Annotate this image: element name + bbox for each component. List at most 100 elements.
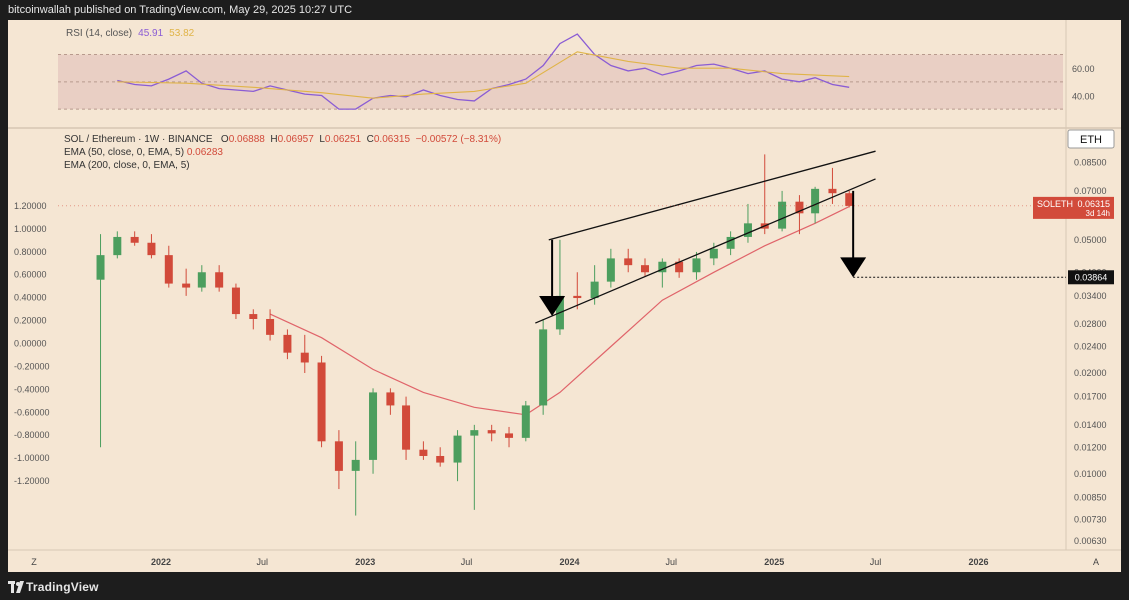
candle[interactable] xyxy=(692,251,701,280)
candle[interactable] xyxy=(640,258,649,276)
tradingview-brand[interactable]: TradingView xyxy=(26,580,99,594)
candle-body xyxy=(300,352,309,363)
target-price-badge[interactable] xyxy=(1068,270,1114,285)
candle[interactable] xyxy=(743,203,752,243)
rsi-ma-line xyxy=(117,51,850,99)
candle[interactable] xyxy=(334,430,343,490)
candle[interactable] xyxy=(487,424,496,442)
axis-right-corner-label[interactable]: A xyxy=(1093,557,1099,567)
last-price-badge[interactable] xyxy=(1033,196,1114,219)
price-axis-tick: 0.01700 xyxy=(1074,392,1107,402)
target-price-value: 0.03864 xyxy=(1075,272,1108,282)
percent-axis-tick: 0.40000 xyxy=(14,293,47,303)
candle[interactable] xyxy=(470,424,479,510)
bar-countdown: 3d 14h xyxy=(1086,209,1110,218)
candle[interactable] xyxy=(795,195,804,235)
candle-body xyxy=(640,265,649,273)
candle-body xyxy=(402,405,411,450)
candle-body xyxy=(369,392,378,460)
candle-body xyxy=(317,362,326,442)
candle[interactable] xyxy=(283,329,292,360)
candle[interactable] xyxy=(521,400,530,442)
candle[interactable] xyxy=(164,245,173,288)
candle[interactable] xyxy=(300,334,309,374)
ema200-legend[interactable]: EMA (200, close, 0, EMA, 5) xyxy=(64,160,190,171)
candle[interactable] xyxy=(658,258,667,288)
candle[interactable] xyxy=(828,167,837,204)
candle-body xyxy=(811,188,820,214)
candle[interactable] xyxy=(351,441,360,516)
candle[interactable] xyxy=(317,355,326,448)
candle-body xyxy=(231,287,240,315)
time-axis-tick: Jul xyxy=(461,557,473,567)
candle[interactable] xyxy=(386,388,395,415)
ema50-line xyxy=(269,206,850,416)
candle[interactable] xyxy=(624,248,633,273)
candle[interactable] xyxy=(182,268,191,296)
candle[interactable] xyxy=(539,318,548,415)
candle-body xyxy=(606,258,615,282)
candle[interactable] xyxy=(147,234,156,259)
candle[interactable] xyxy=(505,426,514,448)
candle[interactable] xyxy=(130,231,139,246)
candle[interactable] xyxy=(402,396,411,460)
candle[interactable] xyxy=(436,447,445,467)
time-axis-tick: 2022 xyxy=(151,557,171,567)
candle-body xyxy=(658,261,667,273)
publisher-text: bitcoinwallah published on TradingView.c… xyxy=(8,4,353,16)
price-axis-tick: 0.00630 xyxy=(1074,536,1107,546)
candle[interactable] xyxy=(249,309,258,330)
price-axis-tick: 0.08500 xyxy=(1074,158,1107,168)
candle[interactable] xyxy=(709,242,718,266)
axis-left-corner-label[interactable]: Z xyxy=(31,557,37,567)
candle[interactable] xyxy=(96,234,105,448)
currency-badge[interactable] xyxy=(1067,129,1115,149)
candle[interactable] xyxy=(726,231,735,256)
candle-body xyxy=(573,295,582,299)
percent-axis-tick: 0.00000 xyxy=(14,339,47,349)
candle[interactable] xyxy=(231,283,240,319)
candle-body xyxy=(249,314,258,319)
candle-body xyxy=(197,272,206,288)
candle[interactable] xyxy=(113,231,122,259)
candle[interactable] xyxy=(606,248,615,288)
candle[interactable] xyxy=(573,272,582,310)
time-axis-tick: Jul xyxy=(666,557,678,567)
candle[interactable] xyxy=(555,239,564,335)
candle-body xyxy=(96,255,105,280)
candle-body xyxy=(436,455,445,463)
candle-body xyxy=(164,255,173,284)
candle[interactable] xyxy=(419,441,428,460)
candle[interactable] xyxy=(845,190,854,208)
chart-svg[interactable]: 60.00 40.00 1.20000 1.00000 0.80000 0.60000 0… xyxy=(8,20,1121,572)
candle-body xyxy=(470,430,479,436)
candle[interactable] xyxy=(197,265,206,292)
symbol-legend[interactable]: SOL / Ethereum · 1W · BINANCE O0.06888 H… xyxy=(64,134,502,145)
candle-body xyxy=(590,281,599,299)
candle-body xyxy=(130,236,139,243)
price-axis-tick: 0.01000 xyxy=(1074,469,1107,479)
rsi-legend: RSI (14, close) 45.91 53.82 xyxy=(66,28,194,39)
candle-body xyxy=(419,449,428,456)
candle[interactable] xyxy=(453,430,462,482)
price-axis-tick: 0.02800 xyxy=(1074,319,1107,329)
candle-body xyxy=(539,329,548,406)
ema50-legend[interactable]: EMA (50, close, 0, EMA, 5) 0.06283 xyxy=(64,147,223,158)
percent-axis-tick: 0.60000 xyxy=(14,270,47,280)
footer-bar: TradingView xyxy=(0,574,1129,600)
candle-body xyxy=(283,334,292,353)
candle[interactable] xyxy=(778,190,787,232)
candle[interactable] xyxy=(760,154,769,235)
candle-body xyxy=(828,188,837,194)
candle-body xyxy=(215,272,224,288)
high-value: 0.06957 xyxy=(277,134,314,145)
price-axis-tick: 0.03400 xyxy=(1074,291,1107,301)
candle[interactable] xyxy=(215,265,224,292)
wedge-upper-trendline[interactable] xyxy=(548,150,876,241)
candle[interactable] xyxy=(266,309,275,341)
wedge-lower-trendline[interactable] xyxy=(535,178,876,324)
candle[interactable] xyxy=(369,388,378,474)
symbol-label: SOL / Ethereum · 1W · BINANCE xyxy=(64,134,213,145)
price-axis-tick: 0.01200 xyxy=(1074,442,1107,452)
chart-frame[interactable]: 60.00 40.00 1.20000 1.00000 0.80000 0.60000 0… xyxy=(8,20,1121,572)
